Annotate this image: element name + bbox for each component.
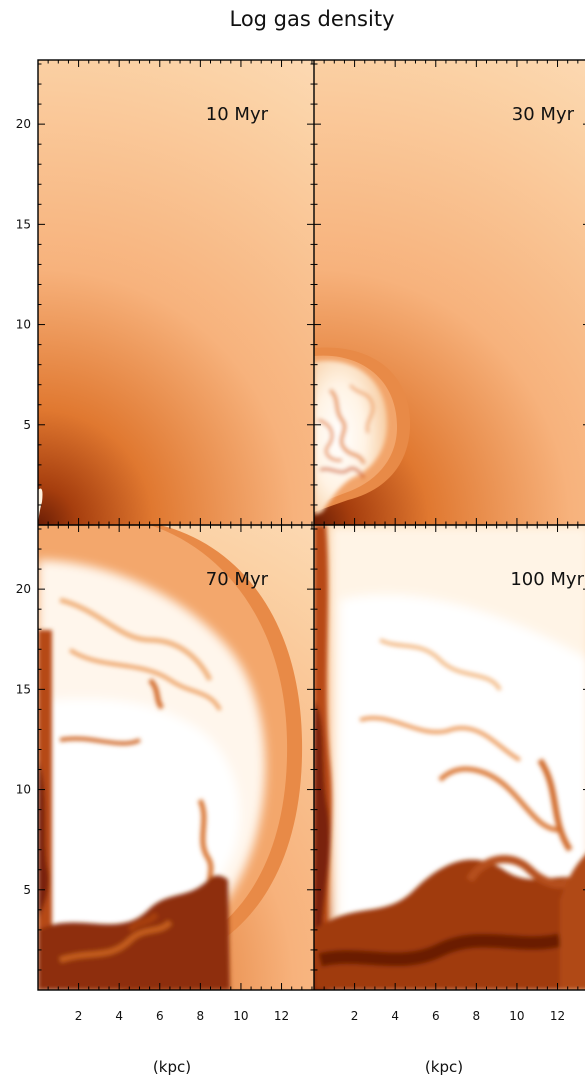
y-tick-label: 20	[16, 582, 31, 596]
x-tick-label: 12	[550, 1009, 565, 1023]
axis-ticks	[38, 60, 585, 990]
panel-label-70-myr: 70 Myr	[206, 569, 269, 590]
y-tick-label: 10	[16, 783, 31, 797]
x-tick-label: 8	[473, 1009, 481, 1023]
panel-label-100-myr: 100 Myr	[510, 569, 584, 590]
panel-30-myr	[314, 60, 585, 525]
x-tick-label: 2	[75, 1009, 83, 1023]
x-tick-label: 10	[233, 1009, 248, 1023]
x-tick-label: 12	[274, 1009, 289, 1023]
x-tick-label: 4	[391, 1009, 399, 1023]
x-axis-label-left: (kpc)	[153, 1058, 191, 1076]
x-axis-label-right: (kpc)	[425, 1058, 463, 1076]
y-tick-label: 5	[23, 883, 31, 897]
x-tick-label: 8	[197, 1009, 205, 1023]
chart-title: Log gas density	[230, 7, 395, 31]
x-tick-label: 4	[115, 1009, 123, 1023]
tick-labels: 5 10 15 20 5 10 15 20 2 4 6 8 10 12 2 4 6 8 10 12	[16, 117, 565, 1023]
y-tick-label: 20	[16, 117, 31, 131]
panel-label-30-myr: 30 Myr	[512, 104, 575, 125]
panel-frames	[37, 59, 585, 991]
x-tick-label: 6	[156, 1009, 164, 1023]
y-tick-label: 15	[16, 682, 31, 696]
panel-10-myr	[38, 60, 314, 525]
y-tick-label: 10	[16, 318, 31, 332]
x-tick-label: 10	[509, 1009, 524, 1023]
x-tick-label: 6	[432, 1009, 440, 1023]
x-tick-label: 2	[351, 1009, 359, 1023]
panel-70-myr	[38, 525, 314, 990]
y-tick-label: 5	[23, 418, 31, 432]
panel-label-10-myr: 10 Myr	[206, 104, 269, 125]
y-tick-label: 15	[16, 217, 31, 231]
panel-100-myr	[314, 525, 585, 990]
